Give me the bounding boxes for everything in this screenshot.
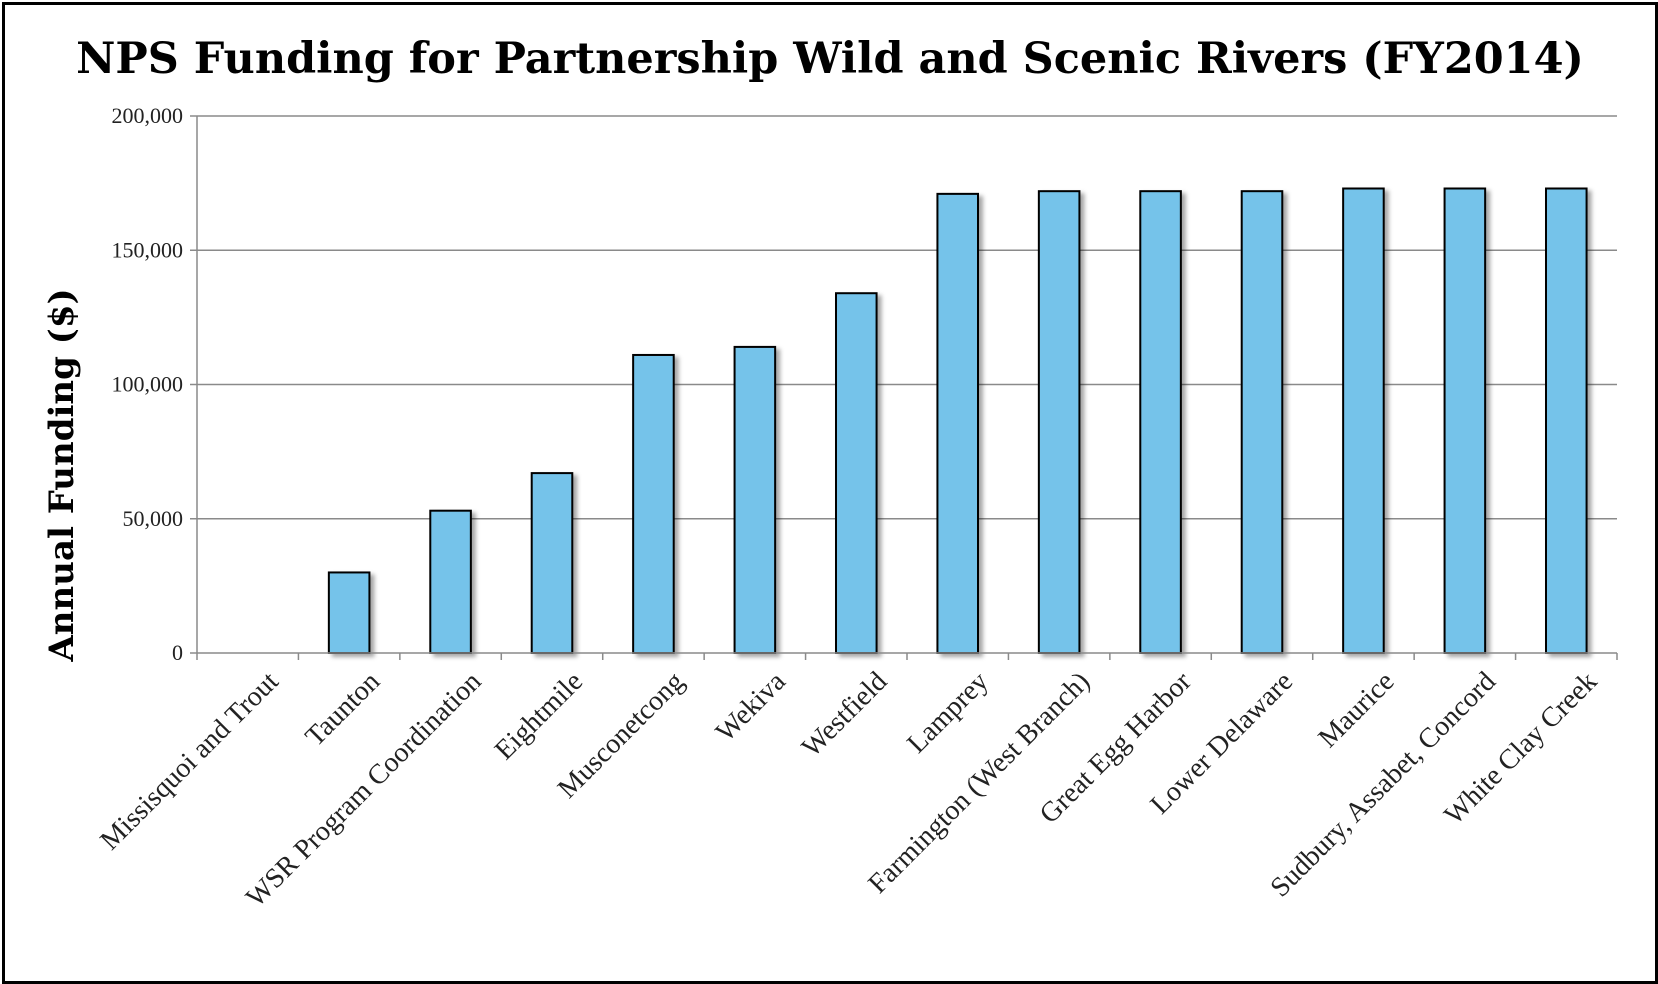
- bar: [1545, 187, 1588, 654]
- y-tick-label: 50,000: [123, 506, 184, 531]
- x-tick-label: Lamprey: [901, 666, 994, 759]
- y-tick-label: 200,000: [112, 103, 184, 128]
- x-tick-label: Maurice: [1312, 666, 1400, 754]
- y-tick-label: 0: [172, 640, 183, 665]
- bar: [835, 292, 878, 654]
- x-tick-label: Wekiva: [710, 666, 792, 748]
- y-axis-label: Annual Funding ($): [42, 288, 82, 662]
- x-tick-label: Taunton: [300, 666, 387, 753]
- chart-title: NPS Funding for Partnership Wild and Sce…: [76, 34, 1584, 84]
- bar: [733, 345, 777, 654]
- x-tick-label: Eightmile: [489, 666, 589, 766]
- gridlines: [197, 115, 1617, 520]
- bar: [1240, 190, 1284, 654]
- bar: [1037, 190, 1081, 654]
- bar: [936, 192, 980, 655]
- bar: [632, 353, 675, 654]
- bar: [1443, 187, 1487, 654]
- x-tick-label: Westfield: [796, 666, 893, 763]
- x-tick-label: Missisquoi and Trout: [94, 666, 284, 856]
- y-tick-label: 150,000: [112, 237, 184, 262]
- bar: [1342, 187, 1385, 654]
- bar: [327, 571, 371, 655]
- bar: [429, 509, 472, 654]
- bar: [530, 472, 574, 655]
- bar: [1139, 190, 1182, 654]
- axes: [190, 115, 1618, 660]
- y-tick-labels: 0 50,000 100,000 150,000 200,000: [112, 103, 184, 665]
- bar-chart: NPS Funding for Partnership Wild and Sce…: [42, 34, 1618, 914]
- y-tick-label: 100,000: [112, 372, 184, 397]
- bars: [327, 187, 1588, 655]
